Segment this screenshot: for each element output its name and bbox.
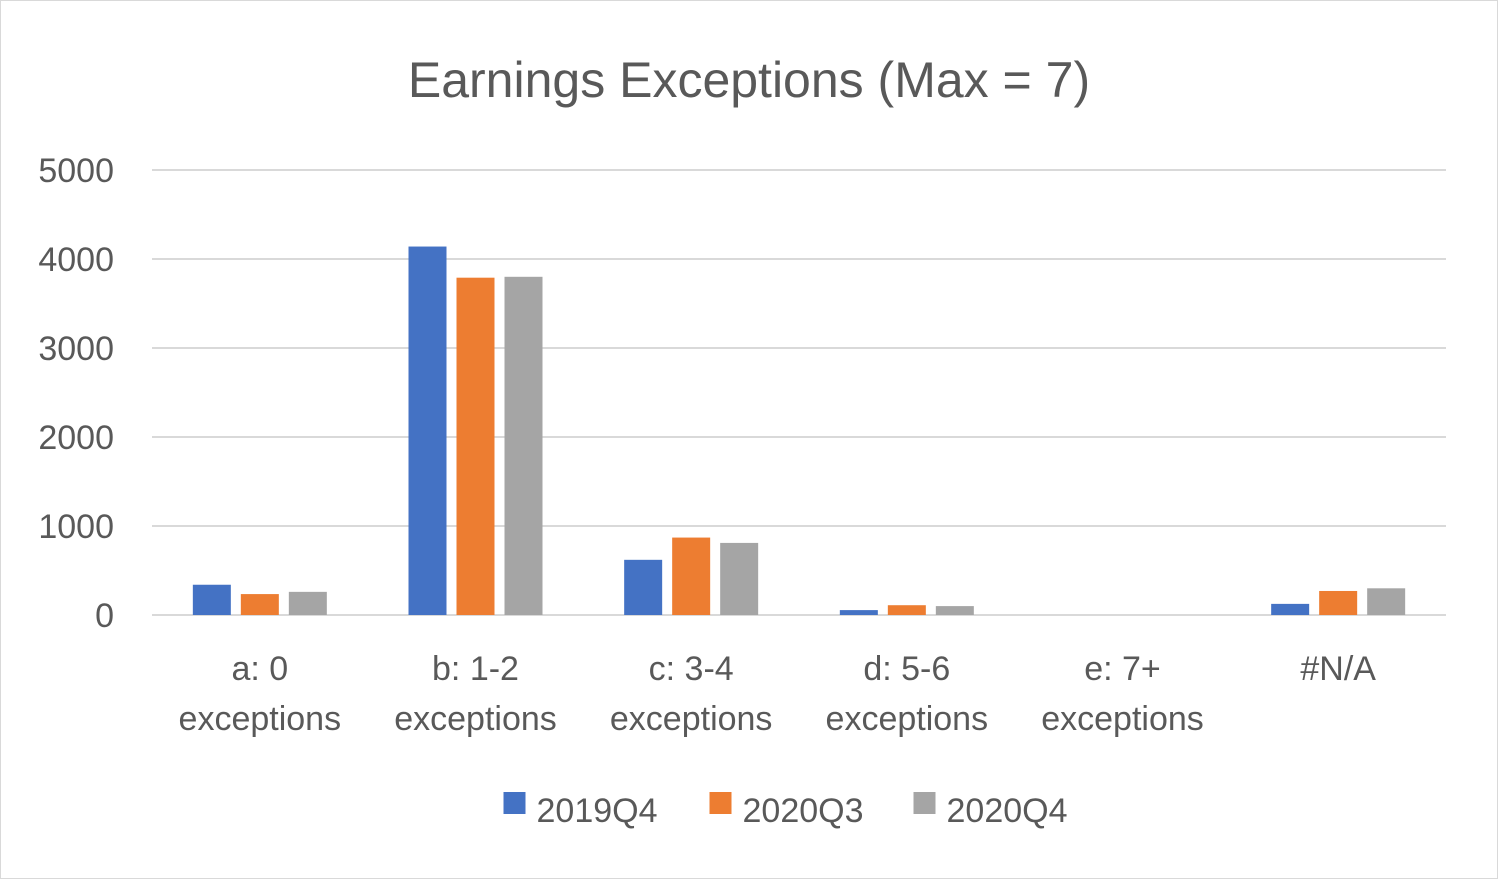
x-category-label: exceptions <box>826 700 989 738</box>
bar-2020Q3-0 <box>240 594 279 615</box>
x-category-label: exceptions <box>1041 700 1204 738</box>
y-axis-ticks: 0 1000 2000 3000 4000 5000 <box>38 152 114 635</box>
bar-2019Q4-3 <box>839 610 878 615</box>
x-category-label: #N/A <box>1300 650 1376 688</box>
legend-swatch-2019Q4 <box>503 792 526 814</box>
bar-2020Q4-3 <box>935 606 974 615</box>
x-category-label: exceptions <box>610 700 773 738</box>
bar-2019Q4-1 <box>408 246 447 616</box>
bar-2020Q3-3 <box>887 605 926 615</box>
x-category-label: d: 5-6 <box>863 650 950 688</box>
bar-2020Q4-2 <box>720 542 759 615</box>
x-category-label: c: 3-4 <box>649 650 734 688</box>
x-category-label: exceptions <box>179 700 342 738</box>
gridlines <box>152 169 1446 616</box>
x-category-label: exceptions <box>394 700 557 738</box>
legend-label-2020Q4: 2020Q4 <box>947 792 1068 830</box>
bar-2019Q4-2 <box>624 559 663 615</box>
x-category-label: e: 7+ <box>1084 650 1161 688</box>
legend-label-2020Q3: 2020Q3 <box>743 792 864 830</box>
legend-swatch-2020Q3 <box>709 792 732 814</box>
bar-2020Q3-5 <box>1319 590 1358 615</box>
x-axis-categories: a: 0 exceptions b: 1-2 exceptions c: 3-4 exce… <box>179 650 1377 738</box>
bar-2019Q4-5 <box>1271 603 1310 615</box>
bar-2020Q4-1 <box>504 276 543 615</box>
bar-2020Q4-0 <box>288 591 327 615</box>
bars <box>192 246 1406 616</box>
bar-2020Q3-2 <box>672 537 711 615</box>
legend: 2019Q4 2020Q3 2020Q4 <box>503 792 1068 830</box>
y-tick-label: 2000 <box>38 419 114 457</box>
bar-2020Q3-1 <box>456 277 495 615</box>
bar-2019Q4-0 <box>192 584 231 615</box>
legend-label-2019Q4: 2019Q4 <box>537 792 658 830</box>
x-category-label: b: 1-2 <box>432 650 519 688</box>
bar-2020Q4-5 <box>1367 588 1406 615</box>
y-tick-label: 1000 <box>38 508 114 546</box>
legend-swatch-2020Q4 <box>913 792 936 814</box>
y-tick-label: 3000 <box>38 330 114 368</box>
y-tick-label: 5000 <box>38 152 114 190</box>
y-tick-label: 0 <box>95 597 114 635</box>
x-category-label: a: 0 <box>231 650 288 688</box>
chart-title: Earnings Exceptions (Max = 7) <box>408 52 1090 108</box>
y-tick-label: 4000 <box>38 241 114 279</box>
